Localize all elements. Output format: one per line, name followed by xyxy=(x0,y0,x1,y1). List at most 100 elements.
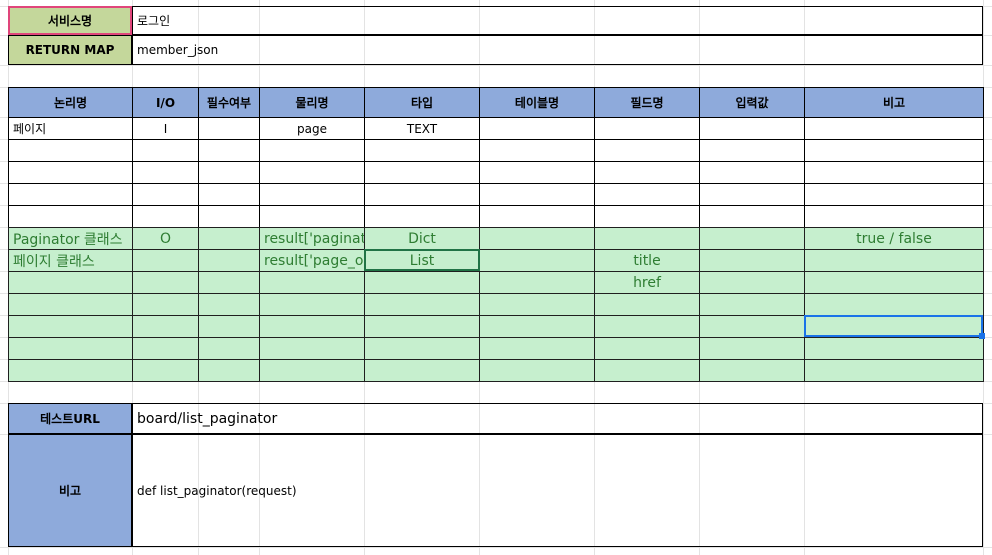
green-cell-physical-name[interactable]: result['page_ob xyxy=(259,249,365,272)
green-cell-table-name[interactable] xyxy=(479,271,595,294)
green-cell-input-value[interactable] xyxy=(699,227,805,250)
cell-table-name[interactable] xyxy=(479,117,595,140)
cell-field-name[interactable] xyxy=(594,161,700,184)
green-cell-required[interactable] xyxy=(198,293,260,316)
green-cell-required[interactable] xyxy=(198,227,260,250)
green-cell-field-name[interactable] xyxy=(594,315,700,338)
green-cell-io[interactable]: O xyxy=(132,227,199,250)
green-cell-logical-name[interactable]: Paginator 클래스 xyxy=(8,227,133,250)
cell-input-value[interactable] xyxy=(699,161,805,184)
cell-note[interactable] xyxy=(804,161,984,184)
cell-input-value[interactable] xyxy=(699,205,805,228)
cell-table-name[interactable] xyxy=(479,205,595,228)
green-cell-io[interactable] xyxy=(132,293,199,316)
test-url-label[interactable]: 테스트URL xyxy=(8,403,132,434)
cell-physical-name[interactable] xyxy=(259,161,365,184)
green-cell-io[interactable] xyxy=(132,315,199,338)
cell-physical-name[interactable]: page xyxy=(259,117,365,140)
header-logical-name[interactable]: 논리명 xyxy=(8,87,133,118)
green-cell-logical-name[interactable] xyxy=(8,359,133,382)
cell-type[interactable] xyxy=(364,161,480,184)
cell-type[interactable] xyxy=(364,139,480,162)
cell-logical-name[interactable] xyxy=(8,183,133,206)
cell-input-value[interactable] xyxy=(699,183,805,206)
green-cell-input-value[interactable] xyxy=(699,249,805,272)
test-note-value[interactable]: def list_paginator(request) xyxy=(132,434,983,547)
cell-io[interactable] xyxy=(132,161,199,184)
cell-type[interactable]: TEXT xyxy=(364,117,480,140)
green-cell-input-value[interactable] xyxy=(699,315,805,338)
green-cell-required[interactable] xyxy=(198,315,260,338)
cell-required[interactable] xyxy=(198,183,260,206)
cell-field-name[interactable] xyxy=(594,205,700,228)
cell-io[interactable] xyxy=(132,205,199,228)
green-cell-type[interactable] xyxy=(364,359,480,382)
return-map-value[interactable]: member_json xyxy=(132,35,983,65)
green-cell-logical-name[interactable]: 페이지 클래스 xyxy=(8,249,133,272)
green-cell-physical-name[interactable] xyxy=(259,293,365,316)
green-cell-physical-name[interactable] xyxy=(259,271,365,294)
green-cell-type[interactable] xyxy=(364,315,480,338)
cell-io[interactable] xyxy=(132,183,199,206)
header-field-name[interactable]: 필드명 xyxy=(594,87,700,118)
green-cell-table-name[interactable] xyxy=(479,227,595,250)
header-physical-name[interactable]: 물리명 xyxy=(259,87,365,118)
green-cell-note[interactable] xyxy=(804,337,984,360)
header-io[interactable]: I/O xyxy=(132,87,199,118)
selection-box[interactable] xyxy=(804,315,983,337)
green-cell-required[interactable] xyxy=(198,249,260,272)
return-map-label[interactable]: RETURN MAP xyxy=(8,35,132,65)
cell-io[interactable] xyxy=(132,139,199,162)
cell-field-name[interactable] xyxy=(594,117,700,140)
cell-io[interactable]: I xyxy=(132,117,199,140)
green-cell-input-value[interactable] xyxy=(699,271,805,294)
cell-type[interactable] xyxy=(364,205,480,228)
cell-note[interactable] xyxy=(804,183,984,206)
green-cell-logical-name[interactable] xyxy=(8,293,133,316)
header-table-name[interactable]: 테이블명 xyxy=(479,87,595,118)
green-cell-required[interactable] xyxy=(198,359,260,382)
cell-logical-name[interactable]: 페이지 xyxy=(8,117,133,140)
green-cell-io[interactable] xyxy=(132,271,199,294)
cell-physical-name[interactable] xyxy=(259,205,365,228)
cell-logical-name[interactable] xyxy=(8,161,133,184)
green-cell-field-name[interactable] xyxy=(594,337,700,360)
cell-physical-name[interactable] xyxy=(259,139,365,162)
green-cell-note[interactable] xyxy=(804,359,984,382)
green-cell-io[interactable] xyxy=(132,337,199,360)
green-cell-io[interactable] xyxy=(132,249,199,272)
cell-type[interactable] xyxy=(364,183,480,206)
cell-input-value[interactable] xyxy=(699,139,805,162)
header-type[interactable]: 타입 xyxy=(364,87,480,118)
green-cell-note[interactable] xyxy=(804,249,984,272)
cell-table-name[interactable] xyxy=(479,139,595,162)
green-cell-table-name[interactable] xyxy=(479,337,595,360)
test-url-value[interactable]: board/list_paginator xyxy=(132,403,983,434)
green-cell-field-name[interactable]: href xyxy=(594,271,700,294)
cell-note[interactable] xyxy=(804,205,984,228)
green-cell-required[interactable] xyxy=(198,271,260,294)
test-note-label[interactable]: 비고 xyxy=(8,434,132,547)
green-cell-type[interactable] xyxy=(364,271,480,294)
header-note[interactable]: 비고 xyxy=(804,87,984,118)
green-cell-type[interactable] xyxy=(364,293,480,316)
green-cell-type[interactable]: List xyxy=(364,249,480,272)
cell-required[interactable] xyxy=(198,117,260,140)
cell-physical-name[interactable] xyxy=(259,183,365,206)
service-name-label[interactable]: 서비스명 xyxy=(8,6,132,35)
green-cell-table-name[interactable] xyxy=(479,293,595,316)
header-input-value[interactable]: 입력값 xyxy=(699,87,805,118)
cell-table-name[interactable] xyxy=(479,161,595,184)
green-cell-logical-name[interactable] xyxy=(8,337,133,360)
green-cell-logical-name[interactable] xyxy=(8,271,133,294)
green-cell-table-name[interactable] xyxy=(479,359,595,382)
green-cell-io[interactable] xyxy=(132,359,199,382)
green-cell-note[interactable] xyxy=(804,271,984,294)
fill-handle[interactable] xyxy=(979,333,985,339)
green-cell-type[interactable] xyxy=(364,337,480,360)
header-required[interactable]: 필수여부 xyxy=(198,87,260,118)
green-cell-note[interactable]: true / false xyxy=(804,227,984,250)
green-cell-required[interactable] xyxy=(198,337,260,360)
cell-table-name[interactable] xyxy=(479,183,595,206)
cell-logical-name[interactable] xyxy=(8,139,133,162)
